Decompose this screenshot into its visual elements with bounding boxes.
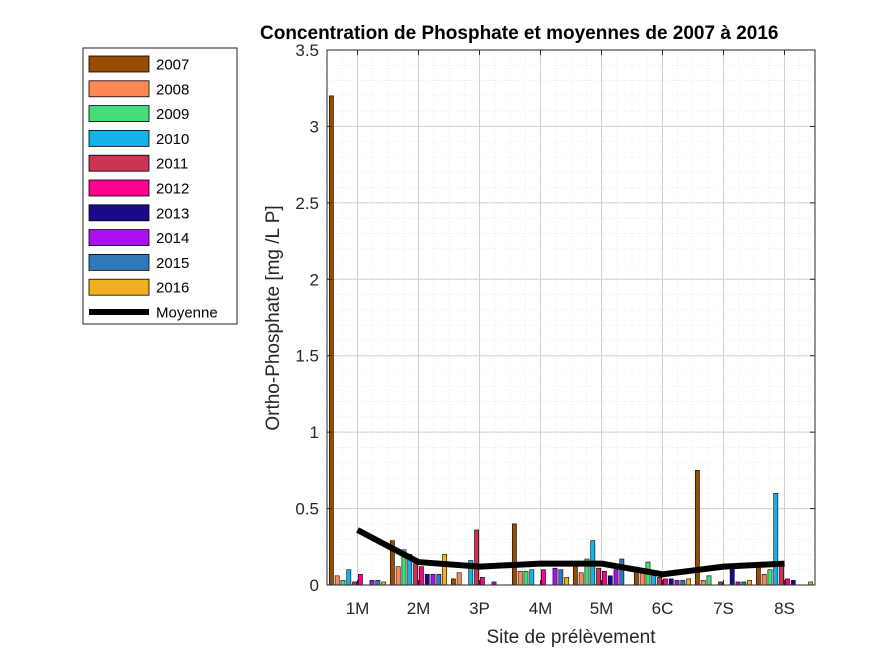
bar-2015-4M [558,569,564,586]
bar-2008-1M [334,575,340,586]
bar-2012-4M [541,569,546,586]
bar-2009-4M [523,570,529,586]
bar-2008-6C [639,572,645,586]
x-tick-label: 1M [346,599,370,618]
bar-2015-2M [436,573,442,586]
y-tick-label: 2 [310,270,319,289]
legend-label-mean: Moyenne [156,305,218,322]
x-axis-label: Site de prélèvement [487,627,657,648]
chart-title: Concentration de Phosphate et moyennes d… [260,23,778,44]
legend-label-2007: 2007 [156,57,189,74]
legend-swatch-2007 [88,55,150,73]
legend: 2007 2008 2009 2010 2011 2012 2013 2014 2015 2016… [82,47,238,325]
x-tick-label: 5M [590,599,614,618]
legend-swatch-2013 [88,204,150,222]
y-tick-label: 0 [310,576,319,595]
bar-2012-1M [358,573,363,586]
bar-2009-8S [767,569,773,586]
y-tick-label: 2.5 [295,194,319,213]
bar-2011-5M [596,567,601,586]
bar-2014-6C [674,580,680,586]
bar-2012-3P [480,577,485,586]
bar-2007-8S [755,564,761,586]
bar-2008-7S [700,580,706,586]
bar-2007-1M [328,95,334,586]
x-tick-label: 8S [774,599,795,618]
bar-2007-5M [572,563,578,586]
legend-label-2013: 2013 [156,205,189,222]
y-ticks: 0 0.5 1 1.5 2 2.5 3 3.5 [295,41,815,595]
bar-2015-5M [619,558,625,586]
mean-layer [356,527,785,578]
bar-2009-7S [706,575,712,586]
bar-2007-6C [633,570,639,586]
bar-2008-3P [456,572,462,586]
legend-label-2015: 2015 [156,255,189,272]
bar-2008-4M [517,570,523,586]
mean-line [356,527,785,578]
bar-2014-4M [552,567,558,586]
bar-2008-2M [395,566,401,586]
bar-2010-8S [773,492,779,586]
bar-2016-7S [747,580,753,586]
bar-2014-1M [369,580,375,586]
legend-label-2008: 2008 [156,81,189,98]
bar-2014-5M [613,569,619,586]
bar-2012-8S [785,578,790,586]
bar-2016-2M [442,554,448,586]
legend-label-2012: 2012 [156,181,189,198]
legend-swatch-2010 [88,129,150,147]
bar-2007-3P [450,578,456,586]
bar-2012-6C [663,578,668,586]
bar-2008-5M [578,572,584,586]
legend-swatch-2009 [88,105,150,122]
legend-swatch-2011 [88,154,150,172]
y-tick-label: 3.5 [295,41,319,60]
bar-2012-2M [419,566,424,586]
x-tick-label: 7S [713,599,734,618]
bar-2009-1M [340,580,346,586]
bar-2014-2M [430,573,436,586]
bar-2013-8S [790,580,796,586]
y-tick-label: 1.5 [295,347,319,366]
legend-swatch-2016 [88,278,150,296]
bar-2012-5M [602,570,607,586]
bar-2011-8S [779,564,784,586]
y-tick-label: 3 [310,117,319,136]
legend-swatch-2015 [88,253,150,271]
bar-2013-2M [424,573,430,586]
x-tick-label: 4M [529,599,553,618]
y-tick-label: 1 [310,423,319,442]
y-tick-label: 0.5 [295,500,319,519]
y-axis-label: Ortho-Phosphate [mg /L P] [263,205,284,430]
legend-swatch-2008 [88,80,150,98]
bar-2008-8S [761,573,767,586]
bar-2016-4M [564,577,570,586]
bar-2011-2M [413,563,418,586]
legend-label-2010: 2010 [156,131,189,148]
x-tick-label: 3P [469,599,490,618]
legend-swatch-2012 [88,179,150,197]
bar-2015-6C [680,580,686,586]
legend-label-2014: 2014 [156,230,189,247]
legend-label-2009: 2009 [156,106,189,123]
x-tick-label: 2M [407,599,431,618]
legend-label-2016: 2016 [156,280,189,297]
legend-label-2011: 2011 [156,156,188,173]
bar-2015-1M [375,580,381,586]
bar-2013-6C [668,578,674,586]
bar-2011-6C [657,577,662,586]
bar-2010-1M [346,569,352,586]
bar-2010-4M [529,569,535,586]
x-ticks: 1M 2M 3P 4M 5M 6C 7S 8S [346,50,795,618]
bar-2013-5M [607,575,613,586]
plot-frame [326,49,816,586]
bar-2007-4M [511,523,517,586]
legend-swatch-2014 [88,229,150,247]
x-tick-label: 6C [652,599,674,618]
bar-2011-3P [474,529,479,586]
bar-2016-6C [686,578,692,586]
